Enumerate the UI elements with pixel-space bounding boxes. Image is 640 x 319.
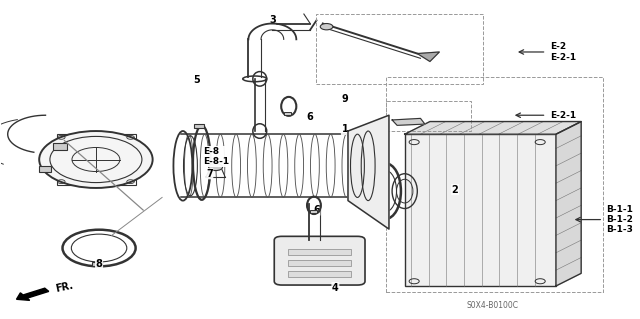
Bar xyxy=(288,260,351,266)
FancyBboxPatch shape xyxy=(275,236,365,285)
Text: E-2-1: E-2-1 xyxy=(550,111,576,120)
FancyArrow shape xyxy=(17,288,49,300)
Text: 1: 1 xyxy=(342,124,348,135)
Text: S0X4-B0100C: S0X4-B0100C xyxy=(467,301,519,310)
Text: 9: 9 xyxy=(342,94,348,104)
Bar xyxy=(386,101,471,131)
Circle shape xyxy=(209,164,223,171)
Circle shape xyxy=(39,131,152,188)
Bar xyxy=(53,143,67,150)
Bar xyxy=(404,134,556,286)
Text: 8: 8 xyxy=(95,259,102,269)
Text: E-2
E-2-1: E-2 E-2-1 xyxy=(550,42,576,62)
Text: FR.: FR. xyxy=(55,281,75,294)
Bar xyxy=(288,249,351,255)
Text: E-8
E-8-1: E-8 E-8-1 xyxy=(203,147,229,166)
Polygon shape xyxy=(417,52,440,62)
Polygon shape xyxy=(404,122,581,134)
Bar xyxy=(317,14,483,84)
Text: 2: 2 xyxy=(452,184,458,195)
Text: 6: 6 xyxy=(313,205,320,215)
Bar xyxy=(386,77,604,292)
Bar xyxy=(310,210,317,213)
Circle shape xyxy=(320,24,333,30)
Text: B-1-1
B-1-2
B-1-3: B-1-1 B-1-2 B-1-3 xyxy=(606,205,633,234)
Bar xyxy=(288,271,351,278)
Text: 5: 5 xyxy=(193,76,200,85)
Polygon shape xyxy=(392,118,425,125)
Bar xyxy=(92,262,102,266)
Polygon shape xyxy=(348,115,389,229)
Bar xyxy=(284,112,291,115)
Bar xyxy=(194,124,204,128)
Text: 7: 7 xyxy=(206,169,212,179)
Text: 3: 3 xyxy=(269,15,276,26)
Polygon shape xyxy=(556,122,581,286)
Text: 6: 6 xyxy=(307,112,314,122)
Bar xyxy=(39,167,51,172)
Bar xyxy=(57,134,136,185)
Text: 4: 4 xyxy=(332,283,339,293)
